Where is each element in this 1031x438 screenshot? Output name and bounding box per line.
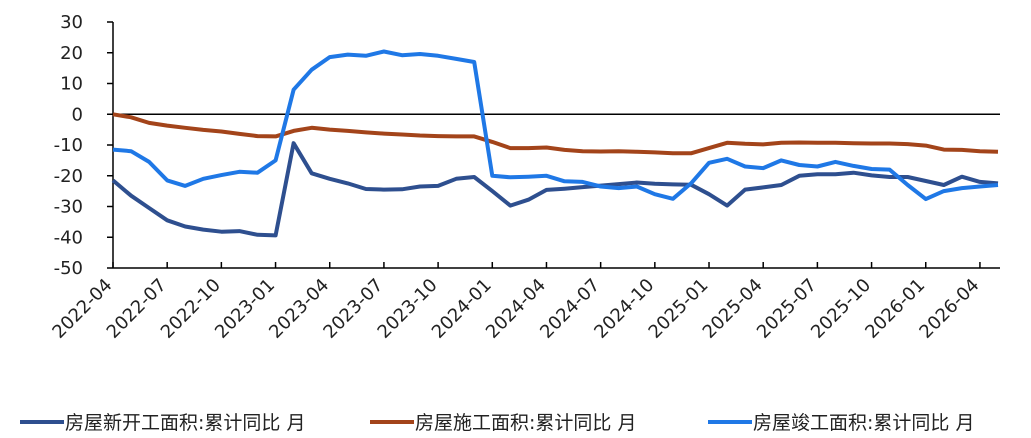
legend-item: 房屋竣工面积:累计同比 月 — [708, 412, 974, 434]
x-tick-label: 2026-04 — [915, 275, 983, 343]
y-tick-label: 10 — [60, 74, 83, 95]
y-tick-label: -20 — [54, 166, 83, 187]
y-tick-label: 30 — [60, 12, 83, 33]
legend-item: 房屋施工面积:累计同比 月 — [370, 412, 636, 434]
series-line — [112, 112, 999, 156]
y-tick-label: -10 — [54, 135, 83, 156]
legend-label: 房屋竣工面积:累计同比 月 — [753, 412, 974, 434]
legend-item: 房屋新开工面积:累计同比 月 — [20, 412, 305, 434]
series-line — [112, 49, 999, 202]
y-tick-label: -50 — [54, 258, 83, 279]
legend-label: 房屋施工面积:累计同比 月 — [415, 412, 636, 434]
y-tick-label: -40 — [54, 227, 83, 248]
y-tick-label: -30 — [54, 197, 83, 218]
y-tick-label: 20 — [60, 43, 83, 64]
y-tick-label: 0 — [72, 104, 83, 125]
legend-label: 房屋新开工面积:累计同比 月 — [65, 412, 305, 434]
series-line — [111, 141, 999, 238]
